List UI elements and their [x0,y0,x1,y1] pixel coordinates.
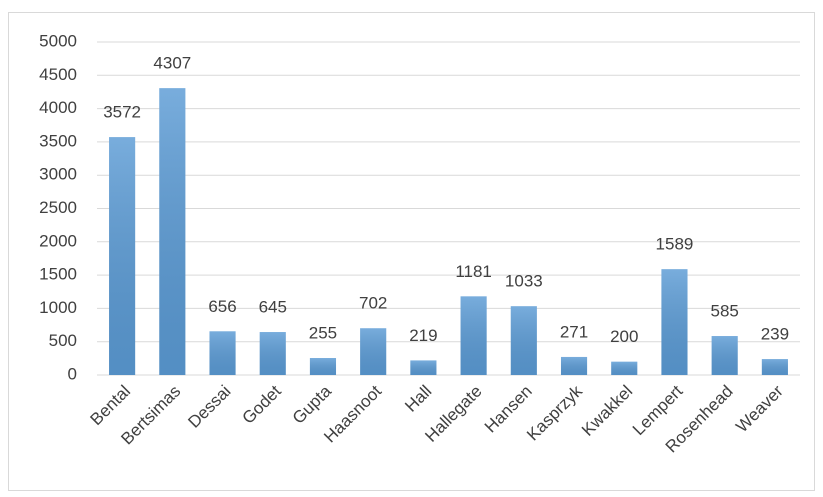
data-label: 239 [761,325,789,344]
bar [159,88,186,375]
y-tick-label: 2000 [39,231,77,250]
bar [510,306,537,375]
data-label: 219 [409,326,437,345]
y-tick-label: 0 [68,364,77,383]
data-label: 1033 [505,272,543,291]
data-label: 656 [208,297,236,316]
y-tick-label: 4500 [39,65,77,84]
bar [109,137,136,375]
bar [460,296,487,375]
y-tick-label: 2500 [39,198,77,217]
bar [661,269,688,375]
data-label: 702 [359,294,387,313]
bar [711,336,738,375]
bar [309,358,337,375]
bar [259,332,286,375]
y-tick-label: 5000 [39,31,77,50]
bar [209,331,236,375]
data-label: 255 [309,324,337,343]
data-label: 585 [710,302,738,321]
chart-border [8,12,815,491]
y-tick-label: 3500 [39,131,77,150]
y-tick-label: 1500 [39,265,77,284]
y-tick-label: 1000 [39,298,77,317]
bar [761,359,788,375]
data-label: 1589 [656,235,694,254]
data-label: 200 [610,327,638,346]
data-label: 3572 [103,103,141,122]
data-label: 271 [560,322,588,341]
bar [560,356,588,375]
data-label: 4307 [153,54,191,73]
data-label: 645 [259,298,287,317]
y-tick-label: 3000 [39,165,77,184]
bar [611,361,638,375]
y-tick-label: 4000 [39,98,77,117]
bar [360,328,387,375]
data-label: 1181 [455,262,492,281]
y-tick-label: 500 [49,331,77,350]
bar [410,360,437,375]
